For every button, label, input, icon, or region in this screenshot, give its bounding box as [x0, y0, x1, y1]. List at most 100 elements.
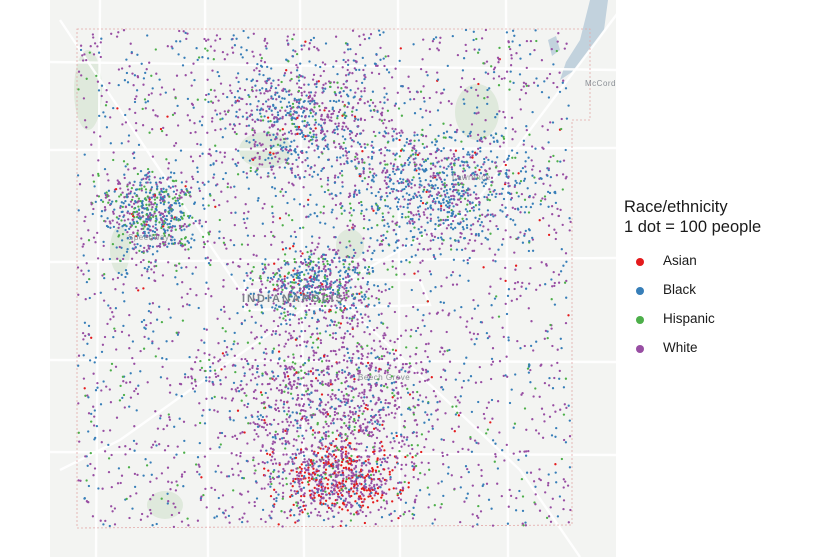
dot-black — [426, 207, 430, 210]
dot-black — [261, 262, 264, 266]
dot-black — [383, 101, 386, 104]
dot-white — [219, 128, 222, 131]
dot-black — [191, 233, 194, 236]
dot-asian — [288, 247, 292, 250]
dot-hispanic — [151, 170, 154, 174]
dot-black — [321, 309, 324, 312]
dot-white — [255, 254, 258, 257]
dot-white — [130, 257, 134, 260]
dot-white — [305, 384, 308, 387]
dot-hispanic — [353, 419, 356, 422]
dot-black — [226, 353, 229, 356]
dot-asian — [388, 473, 391, 476]
dot-black — [381, 249, 384, 252]
dot-white — [330, 119, 333, 123]
dot-white — [292, 113, 295, 116]
dot-white — [261, 102, 265, 106]
dot-black — [319, 489, 323, 492]
dot-white — [362, 402, 366, 405]
dot-white — [299, 254, 303, 258]
dot-white — [480, 469, 483, 472]
dot-white — [312, 110, 315, 113]
dot-white — [270, 459, 273, 462]
dot-hispanic — [419, 90, 423, 93]
dot-black — [387, 305, 390, 308]
dot-black — [317, 123, 320, 126]
dot-white — [546, 128, 549, 132]
dot-white — [409, 210, 412, 214]
dot-white — [129, 200, 133, 203]
dot-white — [352, 413, 355, 416]
dot-black — [450, 223, 453, 226]
dot-black — [347, 150, 351, 154]
dot-white — [102, 244, 105, 248]
dot-black — [139, 216, 143, 219]
dot-black — [320, 269, 323, 273]
dot-white — [484, 215, 487, 218]
dot-black — [546, 174, 549, 177]
dot-asian — [471, 156, 474, 159]
dot-white — [121, 257, 125, 261]
dot-black — [279, 100, 282, 103]
dot-white — [330, 305, 333, 308]
dot-white — [251, 50, 254, 53]
dot-white — [312, 252, 316, 255]
dot-white — [158, 211, 161, 214]
dot-white — [135, 251, 138, 254]
dot-black — [375, 212, 378, 215]
dot-black — [324, 87, 327, 90]
dot-hispanic — [287, 271, 291, 274]
dot-white — [323, 106, 327, 110]
dot-black — [79, 48, 83, 52]
dot-white — [298, 343, 302, 347]
dot-black — [406, 158, 410, 162]
dot-black — [467, 151, 470, 154]
dot-white — [332, 291, 335, 294]
dot-hispanic — [290, 77, 293, 81]
dot-black — [320, 169, 323, 173]
dot-asian — [440, 204, 443, 208]
dot-asian — [134, 234, 138, 238]
dot-black — [274, 93, 277, 96]
dot-white — [253, 472, 256, 475]
dot-white — [559, 208, 562, 212]
dot-black — [439, 209, 443, 212]
dot-black — [418, 177, 421, 180]
dot-black — [487, 193, 490, 197]
dot-white — [231, 435, 234, 439]
dot-white — [283, 376, 287, 379]
dot-black — [457, 156, 460, 160]
dot-white — [338, 295, 341, 298]
dot-black — [347, 95, 350, 98]
dot-white — [368, 493, 371, 496]
dot-white — [312, 354, 315, 357]
dot-black — [474, 233, 478, 236]
dot-white — [385, 492, 388, 495]
dot-hispanic — [145, 203, 148, 206]
dot-white — [542, 182, 545, 185]
dot-white — [266, 175, 269, 178]
dot-hispanic — [391, 285, 394, 289]
dot-white — [352, 226, 355, 230]
dot-white — [439, 223, 442, 226]
dot-white — [482, 173, 486, 177]
dot-black — [501, 187, 504, 191]
dot-hispanic — [115, 200, 118, 203]
dot-black — [301, 135, 304, 139]
dot-white — [167, 167, 170, 170]
dot-white — [488, 167, 491, 170]
dot-white — [562, 159, 566, 162]
dot-white — [352, 433, 355, 436]
dot-white — [475, 197, 478, 200]
dot-black — [473, 173, 476, 176]
dot-white — [287, 282, 290, 285]
dot-black — [319, 124, 323, 127]
dot-black — [410, 182, 413, 185]
dot-black — [317, 271, 320, 274]
dot-black — [358, 68, 361, 72]
dot-white — [174, 506, 177, 509]
dot-black — [274, 135, 278, 139]
dot-white — [79, 479, 82, 482]
dot-black — [154, 223, 157, 226]
dot-white — [302, 262, 305, 265]
